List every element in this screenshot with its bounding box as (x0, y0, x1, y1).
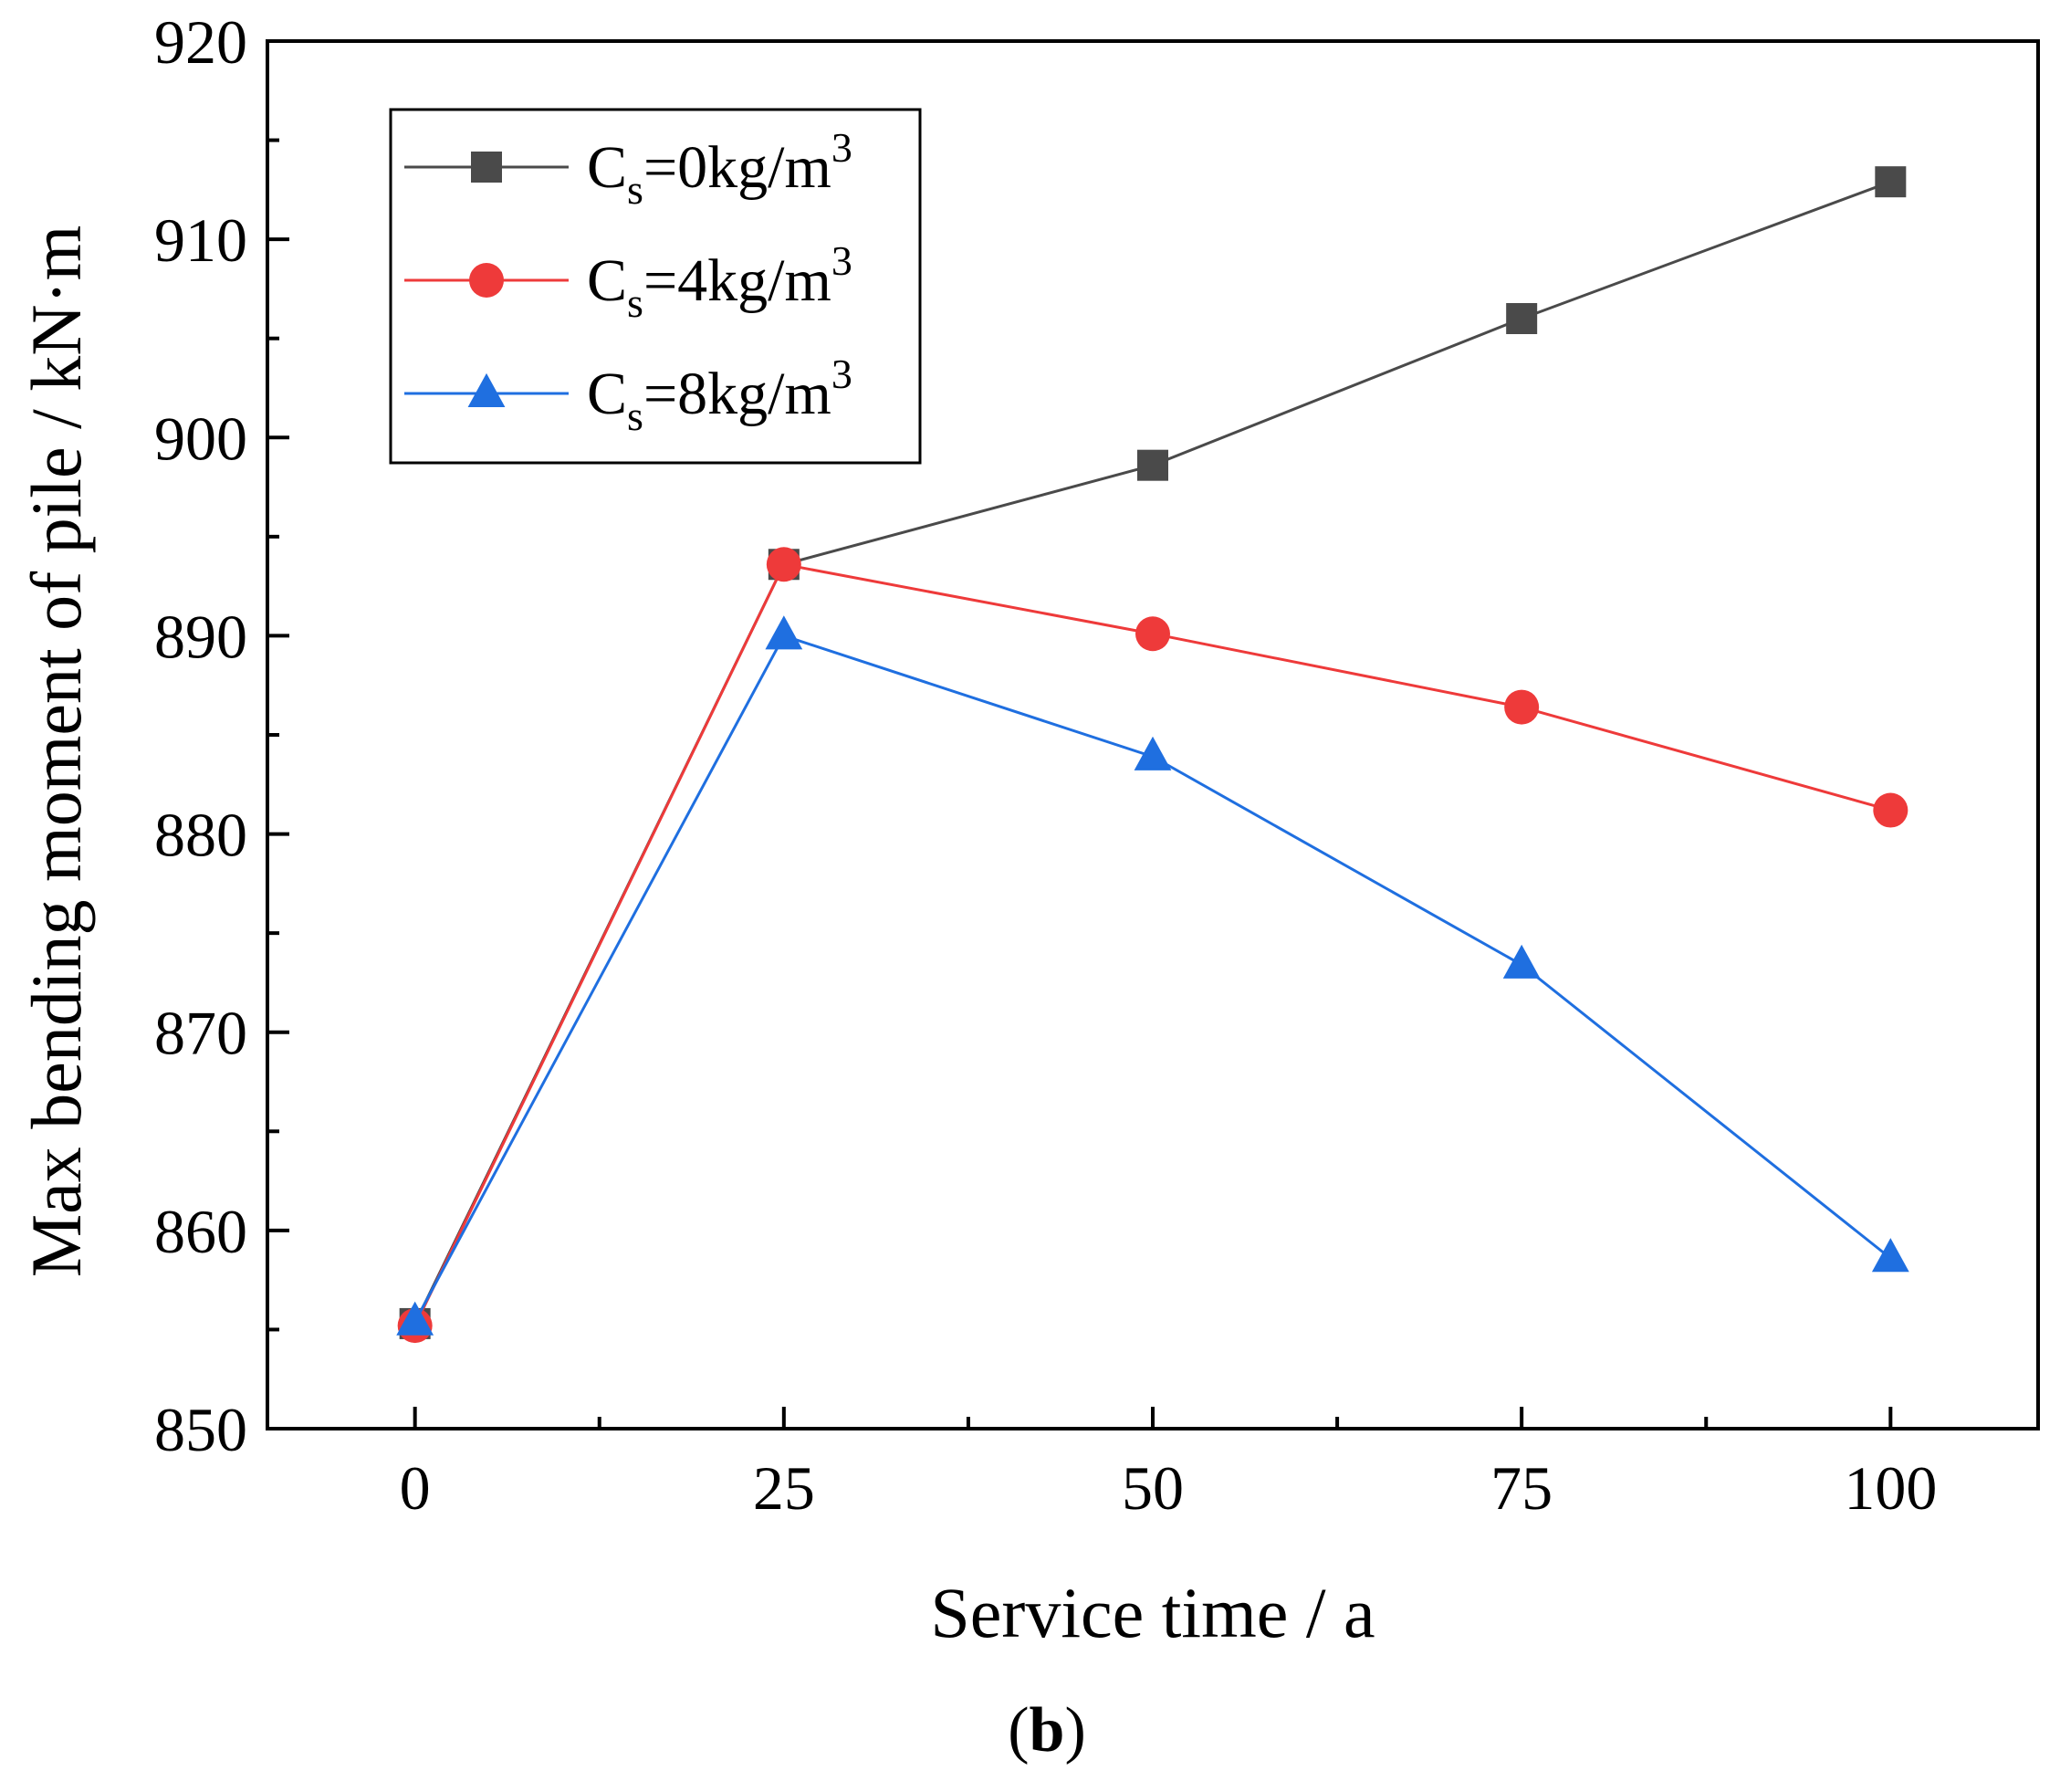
data-point (1875, 166, 1907, 198)
y-tick-label: 890 (154, 602, 247, 671)
plot-frame (266, 39, 2040, 1430)
legend-marker (471, 152, 502, 183)
x-tick-label: 25 (753, 1453, 815, 1523)
data-point (1135, 616, 1170, 652)
legend-label: Cs=8kg/m3 (587, 351, 852, 439)
data-point (1871, 1238, 1909, 1273)
data-point (765, 615, 803, 650)
legend-label-part: C (587, 134, 627, 201)
panel-label-letter: b (1030, 1695, 1065, 1766)
legend-marker (469, 263, 504, 298)
x-tick-label: 0 (400, 1453, 431, 1523)
legend-label-part: =8kg/m (643, 361, 831, 427)
y-axis-title: Max bending moment of pile / kN·m (16, 225, 96, 1277)
data-point (766, 547, 801, 582)
legend-label-part: 3 (831, 237, 852, 284)
series-triangle (396, 615, 1909, 1336)
y-tick-label: 860 (154, 1197, 247, 1266)
legend-label-part: s (627, 393, 643, 439)
x-tick-label: 50 (1122, 1453, 1184, 1523)
legend-label: Cs=4kg/m3 (587, 237, 852, 326)
x-tick-label: 75 (1490, 1453, 1553, 1523)
legend-label-part: C (587, 361, 627, 427)
legend-label: Cs=0kg/m3 (587, 124, 852, 213)
legend-label-part: =0kg/m (643, 134, 831, 201)
data-point (1504, 689, 1540, 725)
y-tick-label: 880 (154, 801, 247, 870)
series-line (413, 562, 1891, 1326)
legend-label-part: C (587, 247, 627, 314)
x-tick-label: 100 (1844, 1453, 1937, 1523)
data-point (1502, 944, 1541, 979)
legend-label-part: s (627, 279, 643, 326)
y-tick-label: 900 (154, 403, 247, 473)
legend-entry: Cs=8kg/m3 (404, 351, 852, 439)
data-point (396, 1301, 434, 1336)
y-tick-label: 870 (154, 999, 247, 1068)
panel-label-open: ( (1008, 1695, 1029, 1766)
y-tick-label: 850 (154, 1395, 247, 1464)
panel-label-close: ) (1064, 1695, 1085, 1766)
legend-label-part: 3 (831, 351, 852, 397)
panel-label: (b) (1008, 1695, 1086, 1766)
y-tick-label: 920 (154, 7, 247, 77)
data-point (1134, 736, 1172, 770)
series-circle (397, 547, 1908, 1344)
legend-marker (467, 372, 506, 407)
data-point (1506, 303, 1538, 334)
series-layer (396, 166, 1909, 1344)
legend-label-part: =4kg/m (643, 247, 831, 314)
legend-label-part: s (627, 166, 643, 213)
y-tick-label: 910 (154, 205, 247, 275)
legend-entry: Cs=4kg/m3 (404, 237, 852, 326)
legend-entry: Cs=0kg/m3 (404, 124, 852, 213)
axis-ticks: 850 860 870 880 890 900 910 920 0 25 50 75 100 (154, 7, 1937, 1523)
data-point (1137, 449, 1168, 481)
data-point (1873, 792, 1908, 828)
x-axis-title: Service time / a (930, 1573, 1375, 1652)
legend-label-part: 3 (831, 124, 852, 171)
